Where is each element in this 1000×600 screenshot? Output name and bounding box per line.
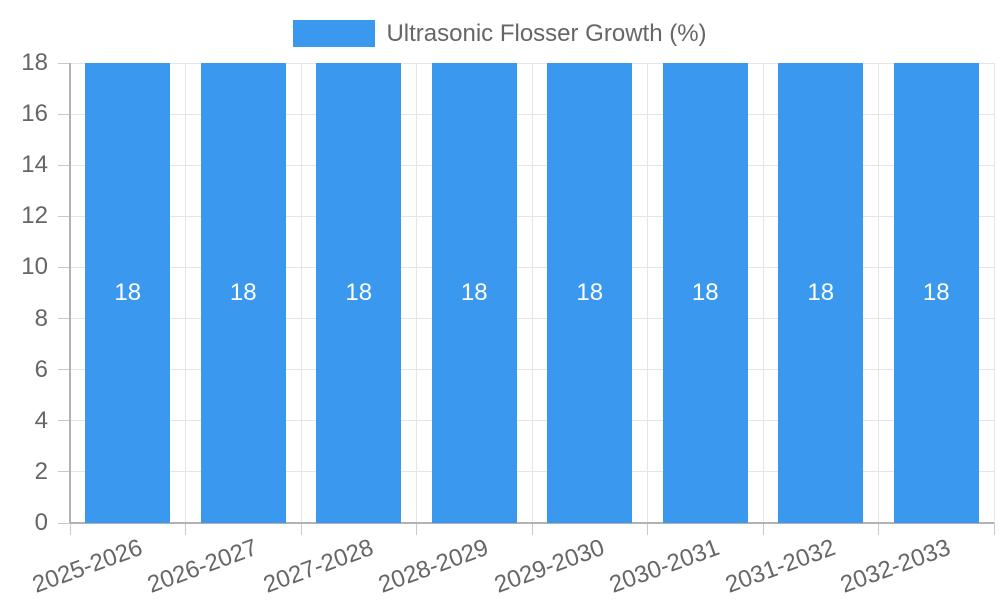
x-axis-line (70, 522, 994, 524)
x-tick-label: 2029-2030 (490, 534, 608, 599)
bar-value-label: 18 (807, 279, 835, 306)
bar-value-label: 18 (576, 279, 604, 306)
y-tick-mark (58, 318, 70, 320)
y-tick-mark (58, 215, 70, 217)
bar (431, 63, 517, 523)
bar (547, 63, 633, 523)
x-tick-mark (69, 523, 71, 535)
y-tick-mark (58, 522, 70, 524)
bar-value-label: 18 (345, 279, 373, 306)
x-tick-label: 2025-2026 (28, 534, 146, 599)
bar-value-label: 18 (114, 279, 142, 306)
y-tick-label: 10 (21, 253, 48, 281)
x-grid-line (185, 63, 186, 523)
x-tick-mark (647, 523, 648, 535)
y-tick-mark (58, 164, 70, 166)
y-tick-label: 6 (34, 355, 48, 383)
x-tick-label: 2027-2028 (259, 534, 377, 599)
x-tick-mark (531, 523, 533, 535)
x-tick-mark (878, 523, 879, 535)
bar (662, 63, 748, 523)
bar (200, 63, 286, 523)
y-tick-label: 14 (21, 151, 48, 179)
x-grid-line (993, 63, 995, 523)
legend[interactable]: Ultrasonic Flosser Growth (%) (0, 20, 1000, 47)
legend-swatch[interactable] (293, 20, 376, 47)
bar (316, 63, 402, 523)
y-tick-label: 12 (21, 202, 48, 230)
bar-value-label: 18 (229, 279, 257, 306)
bar (778, 63, 864, 523)
x-grid-line (878, 63, 879, 523)
x-grid-line (300, 63, 302, 523)
x-grid-line (762, 63, 764, 523)
y-tick-mark (58, 266, 70, 268)
y-tick-label: 18 (21, 49, 48, 76)
y-tick-mark (58, 62, 70, 64)
x-tick-mark (300, 523, 302, 535)
x-grid-line (531, 63, 533, 523)
bar-value-label: 18 (922, 279, 950, 306)
x-tick-label: 2030-2031 (606, 534, 724, 599)
y-tick-label: 4 (34, 406, 48, 434)
x-tick-label: 2028-2029 (375, 534, 493, 599)
legend-label[interactable]: Ultrasonic Flosser Growth (%) (386, 20, 707, 47)
x-tick-mark (993, 523, 995, 535)
x-tick-label: 2031-2032 (721, 534, 839, 599)
y-tick-mark (58, 113, 70, 115)
x-grid-line (416, 63, 417, 523)
y-tick-mark (58, 369, 70, 371)
bar (85, 63, 171, 523)
x-grid-line (647, 63, 648, 523)
x-tick-mark (762, 523, 764, 535)
y-tick-label: 0 (34, 509, 48, 536)
y-tick-label: 16 (21, 100, 48, 128)
y-tick-mark (58, 471, 70, 473)
y-tick-label: 8 (34, 304, 48, 332)
bar-value-label: 18 (460, 279, 488, 306)
y-axis-line (69, 63, 71, 523)
x-tick-mark (416, 523, 417, 535)
x-tick-label: 2032-2033 (837, 534, 955, 599)
x-tick-mark (185, 523, 186, 535)
x-tick-label: 2026-2027 (144, 534, 262, 599)
y-tick-mark (58, 420, 70, 422)
y-tick-label: 2 (34, 457, 48, 485)
bar (893, 63, 979, 523)
bar-value-label: 18 (691, 279, 719, 306)
